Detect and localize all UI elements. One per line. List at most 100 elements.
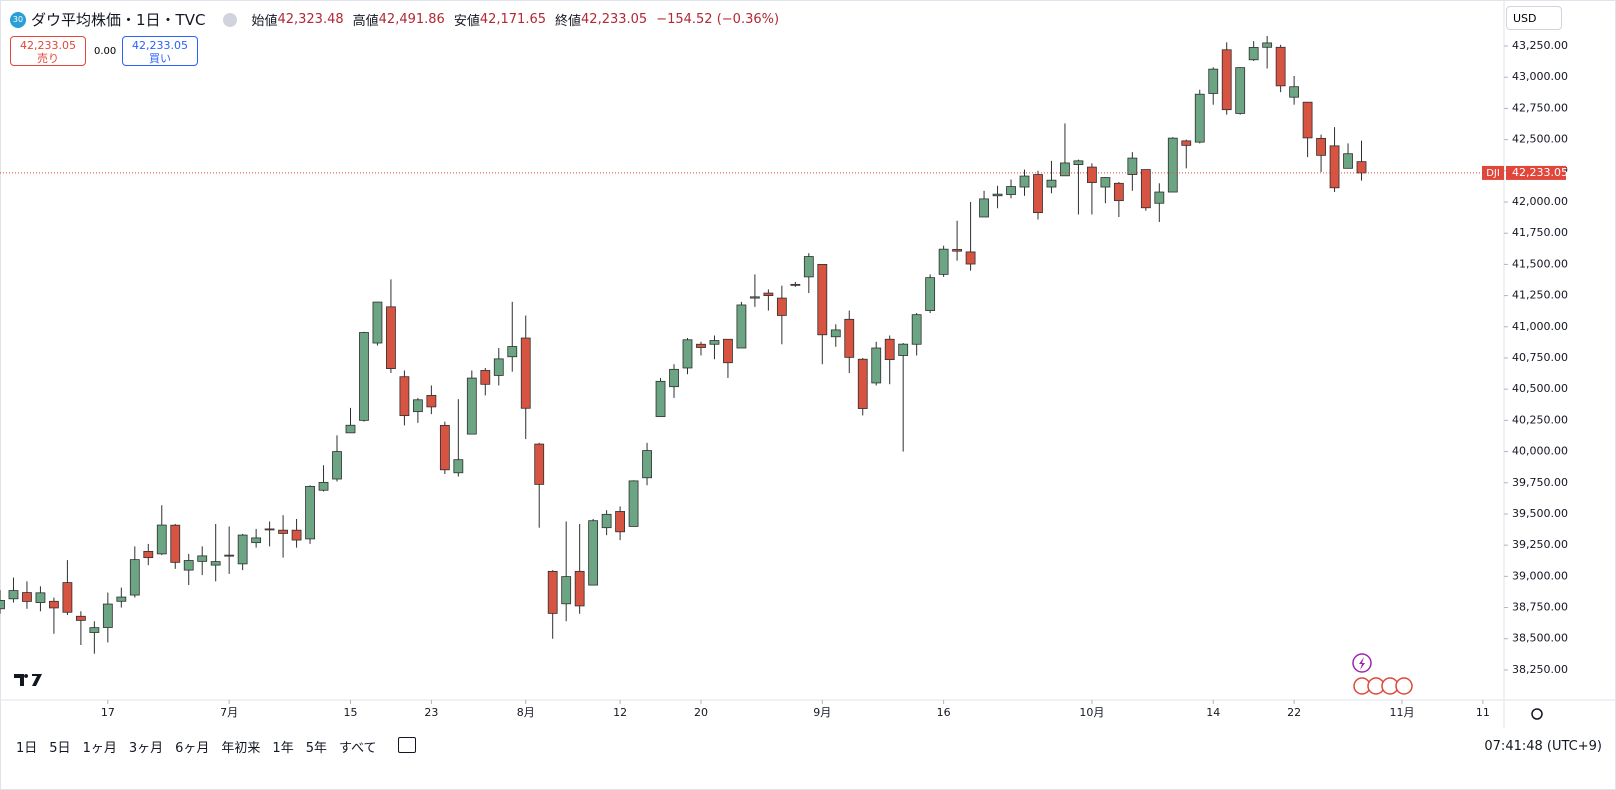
- candle-body: [1275, 46, 1286, 87]
- candle-body: [291, 529, 302, 541]
- candle-body: [534, 443, 545, 485]
- change: −154.52 (−0.36%): [656, 12, 780, 27]
- x-tick-label: 15: [343, 706, 357, 719]
- candle-body: [453, 459, 464, 474]
- candle-body: [35, 592, 46, 603]
- symbol-tag: [1482, 165, 1504, 180]
- candle-body: [790, 283, 801, 286]
- y-tick-label: 40,500.00: [1512, 382, 1568, 395]
- candle-body: [156, 524, 167, 555]
- candle-body: [1100, 177, 1111, 188]
- legend: 30 ダウ平均株価・1日・TVC 始値 42,323.48 高値 42,491.86…: [10, 9, 788, 30]
- x-tick-label: 20: [694, 706, 708, 719]
- toggle[interactable]: [223, 12, 238, 27]
- ohlc-label: 終値: [555, 14, 582, 29]
- x-tick-label: 12: [613, 706, 627, 719]
- range-button[interactable]: 5年: [305, 741, 327, 756]
- x-tick-label: 9月: [813, 706, 831, 719]
- range-button[interactable]: 年初来: [221, 741, 261, 756]
- candle-body: [1167, 137, 1178, 193]
- candle-body: [547, 570, 558, 614]
- candle-body: [965, 251, 976, 265]
- candle-body: [696, 343, 706, 348]
- candle-body: [1302, 101, 1313, 139]
- y-tick-label: 39,000.00: [1512, 569, 1568, 582]
- candle-body: [1019, 175, 1030, 188]
- candle-body: [911, 314, 922, 345]
- symbol-title: ダウ平均株価・1日・TVC: [31, 11, 206, 29]
- candle-body: [89, 627, 100, 633]
- candle-body: [129, 559, 140, 596]
- x-tick-label: 16: [937, 706, 951, 719]
- range-button[interactable]: 3ヶ月: [128, 741, 164, 756]
- candle-body: [601, 513, 612, 529]
- candle-body: [669, 368, 679, 388]
- x-tick-label: 14: [1206, 706, 1220, 719]
- candle-body: [817, 264, 828, 336]
- y-tick-label: 39,750.00: [1512, 476, 1568, 489]
- y-tick-label: 40,250.00: [1512, 413, 1568, 426]
- x-tick-label: 17: [101, 706, 115, 719]
- candle-body: [749, 296, 760, 299]
- candle-body: [359, 332, 369, 421]
- candle-body: [588, 520, 599, 586]
- candle-body: [318, 481, 329, 491]
- x-tick-label: 11: [1476, 706, 1490, 719]
- range-button[interactable]: 1日: [16, 741, 38, 756]
- candle-body: [102, 603, 113, 628]
- candle-body: [1343, 153, 1353, 169]
- range-button[interactable]: すべて: [338, 741, 377, 756]
- range-button[interactable]: 5日: [49, 741, 71, 756]
- candle-body: [844, 318, 855, 358]
- range-button[interactable]: 1ヶ月: [82, 741, 117, 756]
- range-button[interactable]: 1年: [272, 741, 294, 756]
- y-tick-label: 38,750.00: [1512, 601, 1568, 614]
- candle-body: [1006, 186, 1016, 195]
- candle-body: [520, 337, 531, 409]
- candle-body: [466, 377, 477, 435]
- currency-select[interactable]: USD: [1506, 6, 1562, 30]
- candle-body: [1073, 160, 1084, 165]
- ohlc-value: 42,491.86: [378, 12, 445, 27]
- settings-icon[interactable]: [1531, 708, 1543, 720]
- candle-body: [1127, 157, 1138, 175]
- y-tick-label: 42,750.00: [1512, 101, 1568, 114]
- candle-body: [952, 249, 963, 252]
- candle-body: [412, 399, 423, 413]
- candle-body: [776, 297, 787, 316]
- buy-button[interactable]: 42,233.05 買い: [122, 36, 198, 66]
- calendar-icon[interactable]: [398, 737, 416, 753]
- y-tick-label: 41,500.00: [1512, 257, 1568, 270]
- y-tick-label: 40,000.00: [1512, 445, 1568, 458]
- candle-body: [439, 424, 450, 471]
- range-button[interactable]: 6ヶ月: [175, 741, 210, 756]
- candle-body: [709, 340, 720, 345]
- y-tick-label: 43,250.00: [1512, 39, 1568, 52]
- candle-body: [237, 534, 248, 565]
- candle-body: [1329, 145, 1340, 189]
- candle-body: [803, 256, 814, 278]
- candle-body: [1221, 49, 1232, 111]
- ohlc-label: 安値: [453, 14, 480, 29]
- y-tick-label: 43,000.00: [1512, 70, 1568, 83]
- price-tag-label: 42,233.05: [1512, 166, 1568, 179]
- candle-body: [22, 592, 32, 602]
- y-tick-label: 42,500.00: [1512, 133, 1568, 146]
- candle-body: [386, 306, 396, 369]
- candle-body: [736, 304, 747, 349]
- candle-body: [197, 555, 208, 562]
- candle-body: [763, 292, 774, 296]
- candle-body: [1181, 140, 1192, 146]
- y-tick-label: 41,000.00: [1512, 320, 1568, 333]
- candle-body: [480, 370, 491, 385]
- sell-button[interactable]: 42,233.05 売り: [10, 36, 86, 66]
- x-tick-label: 7月: [220, 706, 238, 719]
- candle-body: [426, 395, 437, 408]
- range-toolbar: 1日 5日 1ヶ月 3ヶ月 6ヶ月 年初来 1年 5年 すべて: [16, 737, 377, 756]
- y-tick-label: 38,500.00: [1512, 632, 1568, 645]
- candle-body: [8, 590, 19, 600]
- candle-body: [615, 511, 625, 533]
- candle-body: [170, 524, 181, 563]
- candle-body: [1140, 169, 1151, 209]
